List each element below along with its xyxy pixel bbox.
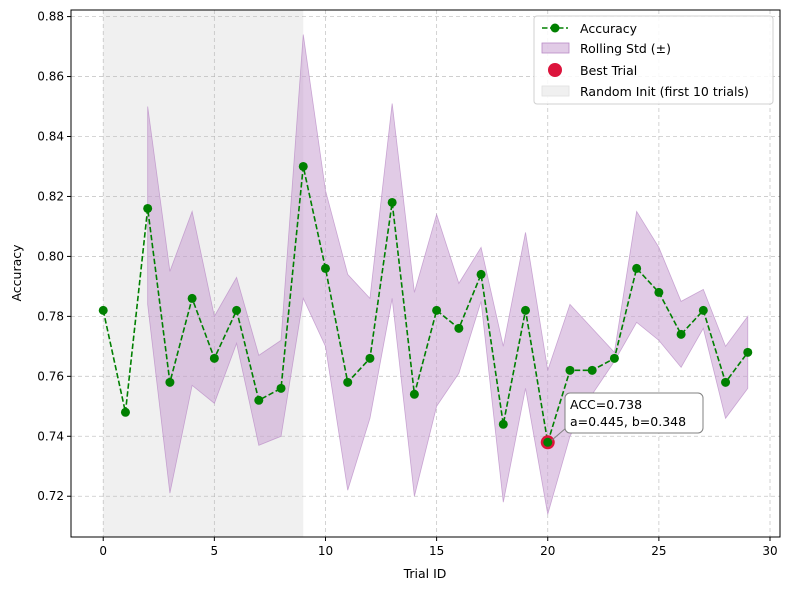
legend-accuracy-label: Accuracy [580, 21, 638, 36]
best-trial-annotation: ACC=0.738 a=0.445, b=0.348 [551, 392, 704, 441]
accuracy-point [320, 263, 330, 273]
accuracy-point [743, 347, 753, 357]
y-axis-ticks: 0.72 0.74 0.76 0.78 0.80 0.82 0.84 0.86 0.88 [37, 10, 71, 503]
accuracy-point [521, 305, 531, 315]
accuracy-point [298, 161, 308, 171]
legend-accuracy-marker [550, 23, 560, 33]
x-axis-label: Trial ID [403, 566, 447, 581]
annotation-line-2: a=0.445, b=0.348 [570, 414, 686, 429]
accuracy-point [432, 305, 442, 315]
x-tick-label: 20 [540, 544, 555, 558]
y-tick-label: 0.76 [37, 369, 64, 383]
legend: Accuracy Rolling Std (±) Best Trial Rand… [533, 15, 774, 105]
axes-frame [70, 9, 781, 538]
annotation-arrow [551, 427, 567, 441]
legend-std-label: Rolling Std (±) [580, 41, 671, 56]
accuracy-point [698, 305, 708, 315]
legend-best-marker [548, 63, 562, 77]
annotation-box [564, 392, 704, 434]
accuracy-point [721, 377, 731, 387]
annotation-line-1: ACC=0.738 [570, 397, 642, 412]
accuracy-point [343, 377, 353, 387]
accuracy-point [209, 353, 219, 363]
accuracy-point [409, 389, 419, 399]
x-tick-label: 25 [651, 544, 666, 558]
accuracy-point [587, 365, 597, 375]
x-tick-label: 30 [762, 544, 777, 558]
y-tick-label: 0.74 [37, 429, 64, 443]
y-tick-label: 0.84 [37, 130, 64, 144]
accuracy-point [165, 377, 175, 387]
accuracy-point [476, 269, 486, 279]
y-tick-label: 0.82 [37, 189, 64, 203]
accuracy-points [98, 161, 753, 447]
legend-box [533, 15, 774, 105]
accuracy-point [565, 365, 575, 375]
y-tick-label: 0.88 [37, 10, 64, 24]
legend-std-swatch [541, 42, 570, 54]
accuracy-point [276, 383, 286, 393]
accuracy-point [454, 323, 464, 333]
x-tick-label: 10 [318, 544, 333, 558]
accuracy-point [120, 407, 130, 417]
accuracy-line [102, 166, 749, 443]
legend-best-label: Best Trial [580, 63, 637, 78]
y-tick-label: 0.80 [37, 249, 64, 263]
x-tick-label: 5 [211, 544, 219, 558]
accuracy-point [609, 353, 619, 363]
accuracy-point [254, 395, 264, 405]
accuracy-point [98, 305, 108, 315]
x-tick-label: 15 [429, 544, 444, 558]
y-tick-label: 0.86 [37, 70, 64, 84]
legend-random-swatch [541, 85, 570, 97]
accuracy-point [654, 287, 664, 297]
rolling-std-band [147, 34, 749, 515]
accuracy-point [232, 305, 242, 315]
y-tick-label: 0.72 [37, 489, 64, 503]
x-tick-label: 0 [99, 544, 107, 558]
legend-random-label: Random Init (first 10 trials) [580, 84, 749, 99]
accuracy-point [187, 293, 197, 303]
accuracy-point [676, 329, 686, 339]
accuracy-point [143, 203, 153, 213]
accuracy-point [365, 353, 375, 363]
accuracy-point [543, 437, 553, 447]
accuracy-point [498, 419, 508, 429]
y-tick-label: 0.78 [37, 309, 64, 323]
y-axis-label: Accuracy [9, 244, 24, 302]
accuracy-point [387, 197, 397, 207]
accuracy-point [632, 263, 642, 273]
x-axis-ticks: 0 5 10 15 20 25 30 [99, 537, 778, 558]
